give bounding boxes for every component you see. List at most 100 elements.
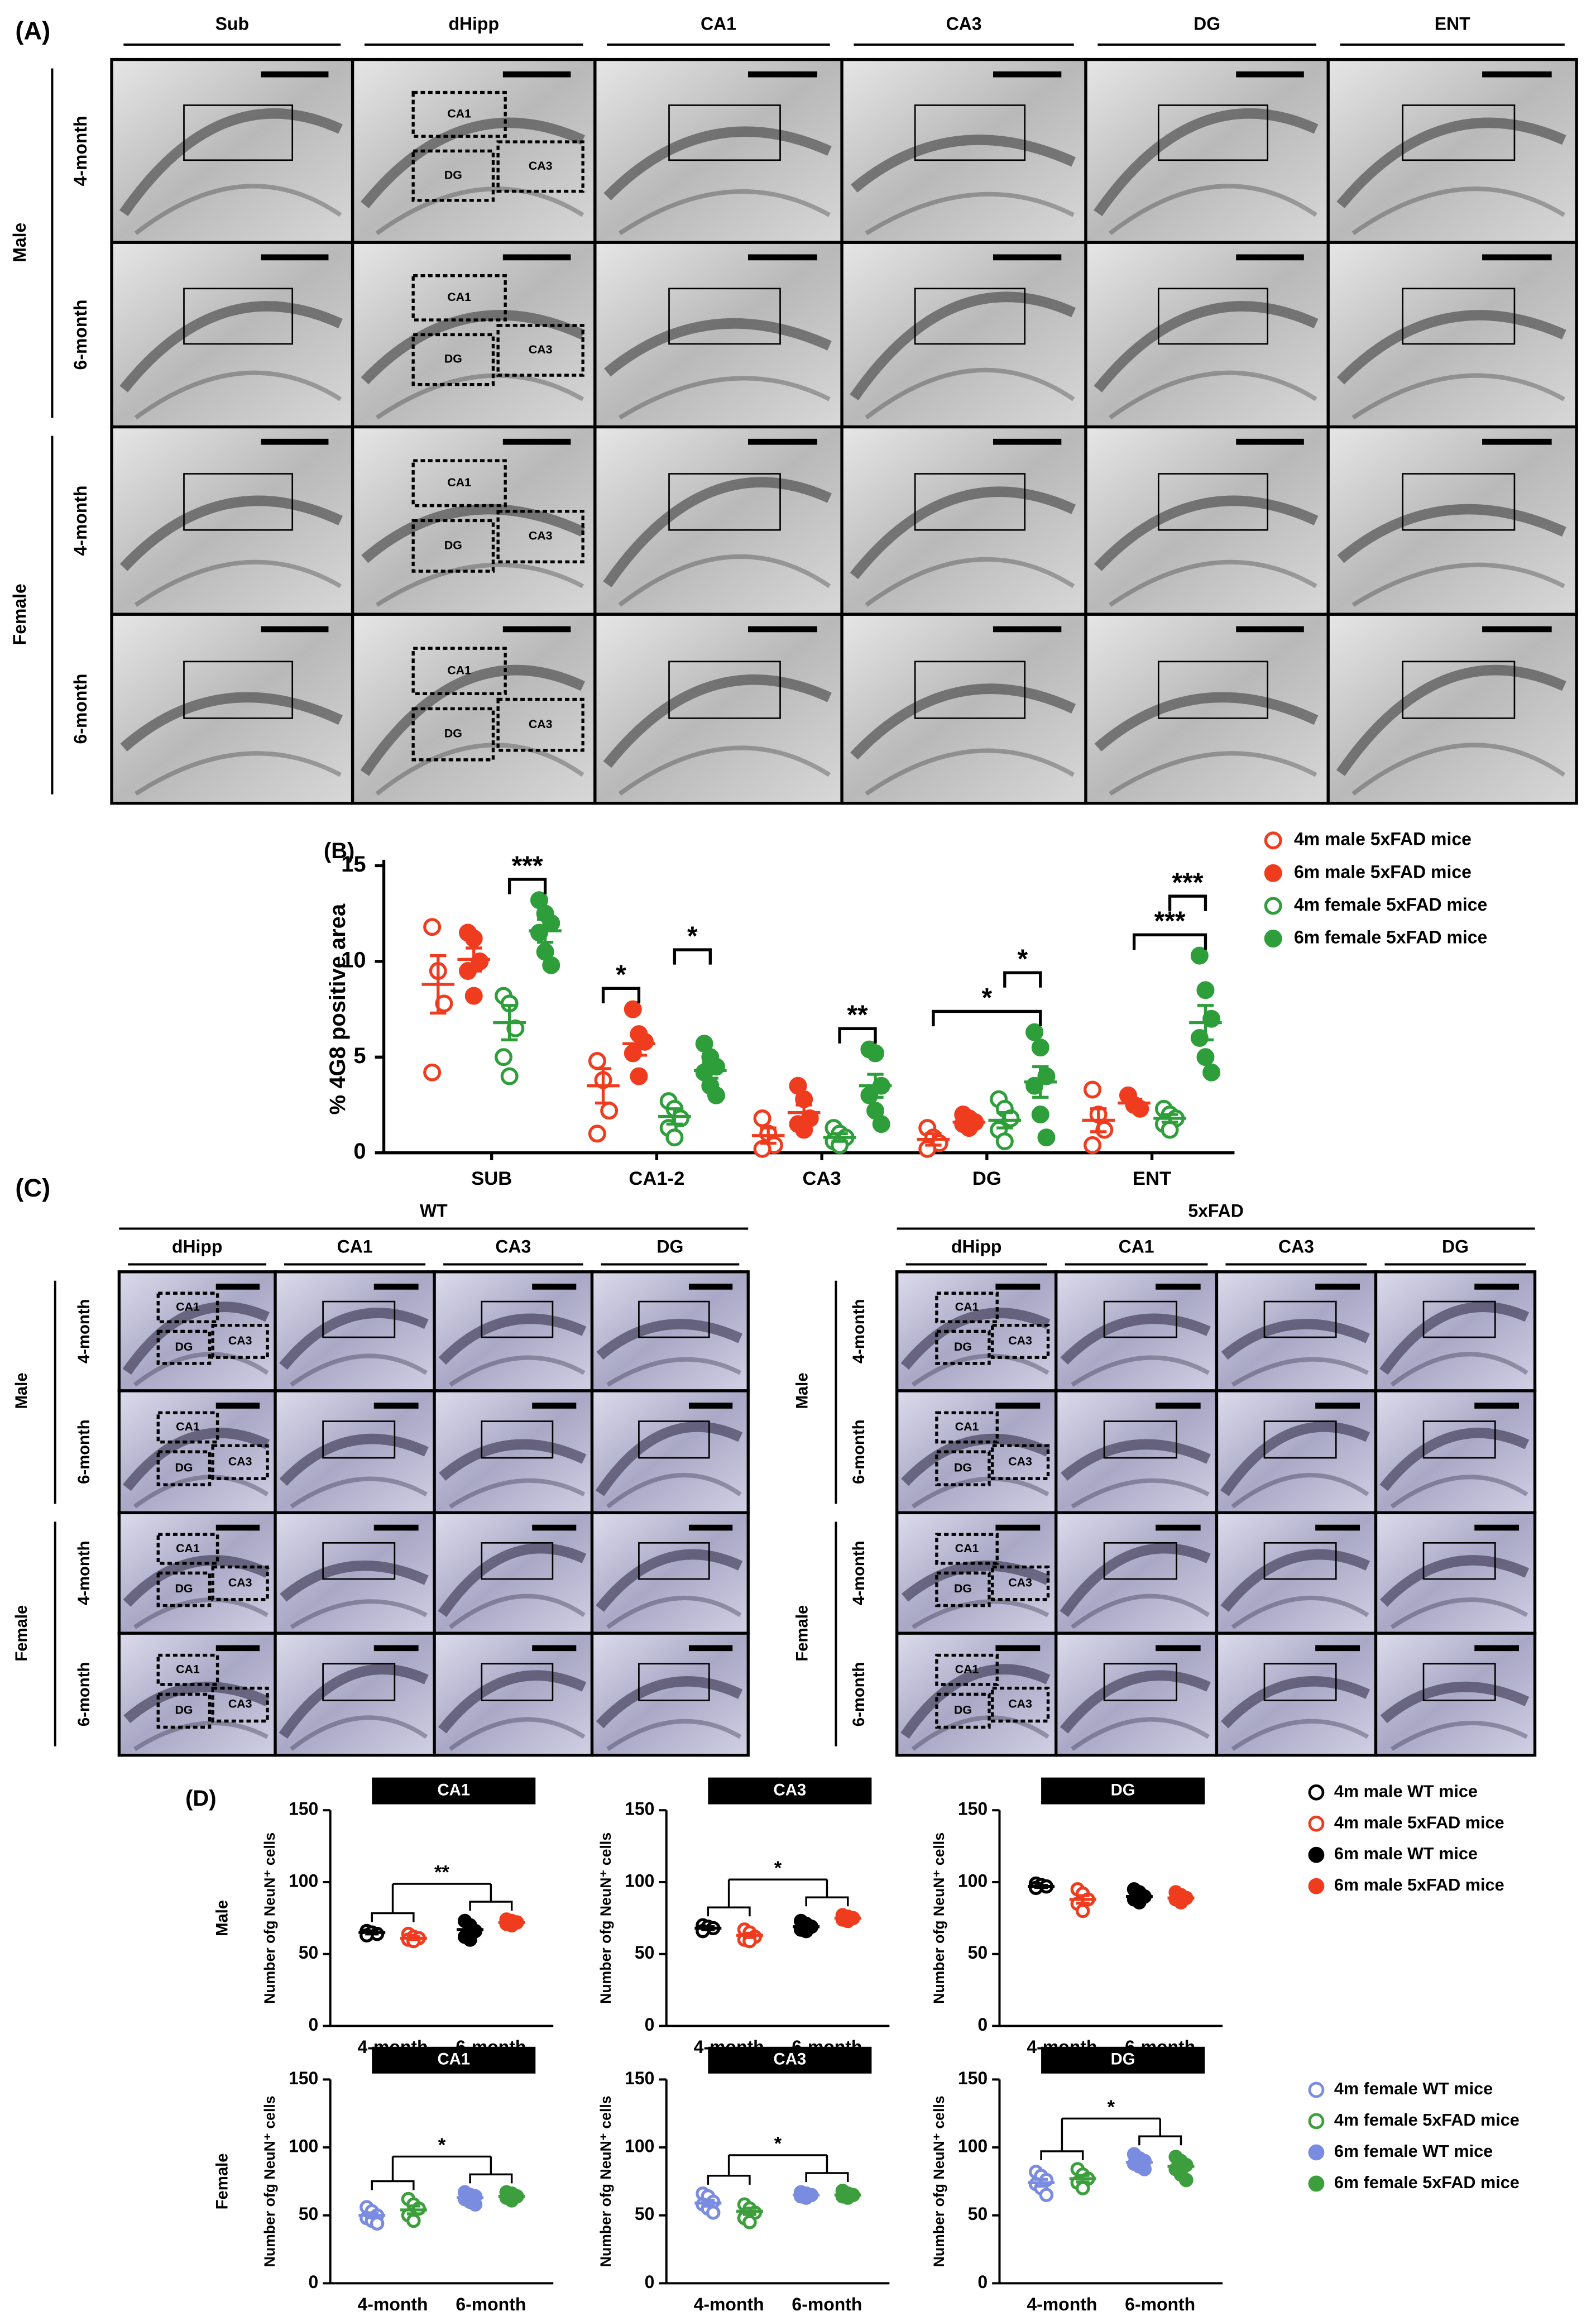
age-label: 4-month — [850, 1299, 868, 1364]
error-bar — [799, 2192, 813, 2198]
inset-label: CA3 — [529, 717, 553, 731]
cell-layer — [1380, 1555, 1530, 1607]
legend-label: 6m male 5xFAD mice — [1334, 1875, 1504, 1894]
error-bar — [795, 1103, 812, 1122]
x-tick-label: 4-month — [358, 2294, 428, 2314]
significance-label: *** — [1172, 868, 1204, 897]
data-point — [600, 1102, 619, 1120]
plot-title: CA3 — [774, 1781, 807, 1799]
inset-box — [322, 1420, 396, 1459]
data-point — [665, 1128, 684, 1147]
error-bar — [1161, 1113, 1178, 1124]
data-point — [588, 1052, 606, 1070]
column-header: CA3 — [946, 14, 982, 34]
title-box — [1041, 2046, 1205, 2074]
inset-box — [1422, 1542, 1496, 1580]
legend-marker — [1308, 1846, 1325, 1863]
y-axis-label: Number ofg NeuN⁺ cells — [931, 1832, 947, 2004]
cell-layer — [1390, 1721, 1528, 1752]
significance-label: * — [438, 2135, 446, 2156]
legend-label: 6m female 5xFAD mice — [1294, 927, 1487, 947]
cell-layer — [1351, 743, 1566, 796]
cell-layer — [1220, 1676, 1370, 1729]
y-tick-label: 100 — [625, 2136, 654, 2156]
data-point — [1084, 1136, 1101, 1154]
data-point — [495, 1048, 512, 1066]
significance-label: ** — [434, 1862, 449, 1883]
inset-box — [1263, 1542, 1337, 1580]
significance-bracket — [1003, 971, 1042, 988]
micrograph — [840, 425, 1087, 616]
y-tick-label: 150 — [625, 1799, 654, 1819]
age-label: 4-month — [75, 1299, 93, 1364]
inset-box — [1263, 1420, 1337, 1459]
y-tick-label: 0 — [309, 2272, 319, 2292]
micrograph — [1374, 1511, 1537, 1635]
cell-layer — [1231, 1719, 1369, 1752]
y-axis-label: Number ofg NeuN⁺ cells — [931, 2095, 947, 2267]
y-tick-label: 100 — [958, 2136, 988, 2156]
cell-layer — [122, 1428, 270, 1491]
cell-layer — [901, 1560, 1051, 1602]
cell-layer — [1336, 310, 1566, 385]
inset-box — [1157, 104, 1269, 161]
cell-layer — [1094, 301, 1319, 393]
error-bar — [1034, 2178, 1048, 2188]
data-point — [1196, 981, 1215, 999]
y-axis-label: Number ofg NeuN⁺ cells — [597, 1832, 614, 2004]
x-tick-label: DG — [972, 1168, 1001, 1189]
cell-layer — [133, 1721, 269, 1752]
micrograph — [274, 1511, 436, 1635]
y-tick-label: 50 — [635, 1942, 655, 1963]
cell-layer — [280, 1560, 429, 1602]
x-tick-label: 4-month — [694, 2294, 764, 2314]
x-tick-label: CA1-2 — [629, 1168, 684, 1189]
sex-label: Male — [793, 1372, 812, 1409]
inset-label: DG — [175, 1703, 193, 1717]
inset-label: CA3 — [1008, 1576, 1032, 1589]
data-point — [866, 1044, 885, 1063]
inset-box — [1103, 1420, 1177, 1459]
cell-layer — [449, 1355, 586, 1387]
sex-label: Female — [793, 1605, 812, 1662]
cell-layer — [1060, 1670, 1211, 1734]
error-bar — [996, 1111, 1013, 1130]
data-point — [1264, 864, 1282, 882]
error-bar — [1076, 2174, 1090, 2184]
inset-box — [935, 1571, 991, 1607]
cell-layer — [603, 477, 832, 587]
plot-title: CA3 — [774, 2050, 807, 2069]
inset-box — [322, 1300, 396, 1338]
cell-layer — [119, 108, 343, 217]
inset-box — [411, 459, 507, 508]
significance-label: * — [982, 983, 993, 1013]
micrograph — [1084, 241, 1330, 429]
inset-box — [156, 1450, 212, 1486]
y-tick-label: 100 — [289, 2136, 318, 2156]
inset-box — [1263, 1663, 1337, 1701]
column-header: DG — [1442, 1237, 1469, 1257]
data-point — [742, 2215, 757, 2229]
panel-label: (C) — [15, 1174, 50, 1202]
cell-layer — [618, 189, 831, 236]
cell-layer — [449, 1478, 586, 1509]
row-label: Female — [213, 2153, 232, 2209]
age-label: 6-month — [75, 1419, 93, 1484]
inset-box — [1157, 661, 1269, 719]
inset-box — [638, 1542, 710, 1580]
inset-label: DG — [954, 1461, 972, 1474]
cell-layer — [448, 1717, 586, 1751]
y-tick-label: 100 — [625, 1870, 654, 1891]
error-bar — [505, 1920, 519, 1925]
panel-label: (B) — [324, 839, 354, 863]
error-bar — [1174, 2161, 1188, 2171]
legend-label: 6m male WT mice — [1334, 1844, 1478, 1863]
significance-label: * — [1108, 2097, 1115, 2118]
inset-label: CA3 — [529, 159, 553, 173]
significance-bracket — [1168, 894, 1207, 911]
error-bar — [760, 1126, 777, 1145]
cell-layer — [438, 1543, 587, 1617]
error-bar — [742, 2207, 756, 2216]
cell-layer — [1379, 1428, 1530, 1491]
significance-label: * — [1017, 945, 1028, 974]
